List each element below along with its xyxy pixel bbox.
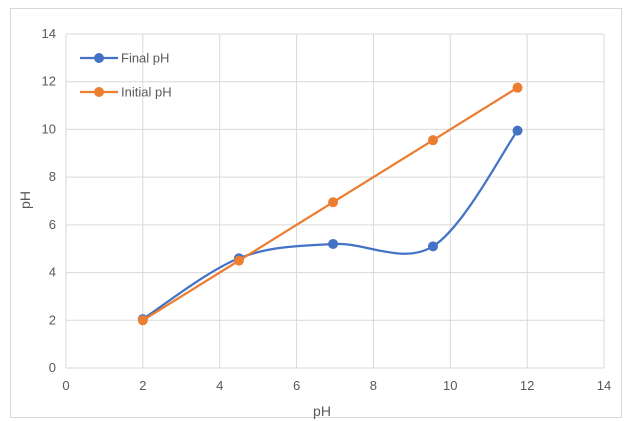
data-point-final-ph — [328, 238, 339, 249]
y-axis-title: pH — [17, 191, 33, 209]
x-tick-label: 6 — [293, 378, 300, 393]
series-layer — [137, 82, 523, 326]
x-axis-title: pH — [313, 403, 331, 419]
legend: Final pH Initial pH — [80, 51, 172, 100]
x-tick-label: 14 — [597, 378, 611, 393]
x-tick-label: 0 — [62, 378, 69, 393]
y-tick-label: 4 — [49, 265, 56, 280]
gridlines — [65, 33, 605, 369]
data-point-initial-ph — [137, 315, 148, 326]
y-tick-label: 8 — [49, 169, 56, 184]
y-tick-label: 14 — [42, 26, 56, 41]
x-tick-label: 8 — [370, 378, 377, 393]
x-tick-label: 10 — [443, 378, 457, 393]
data-point-final-ph — [427, 241, 438, 252]
x-tick-label: 12 — [520, 378, 534, 393]
x-tick-label: 2 — [139, 378, 146, 393]
y-tick-label: 0 — [49, 360, 56, 375]
y-tick-label: 2 — [49, 312, 56, 327]
data-point-initial-ph — [233, 255, 244, 266]
legend-label-final-ph: Final pH — [121, 51, 169, 66]
legend-marker-initial-ph — [94, 87, 104, 97]
data-point-initial-ph — [427, 135, 438, 146]
data-point-initial-ph — [328, 197, 339, 208]
data-point-initial-ph — [512, 82, 523, 93]
y-tick-label: 6 — [49, 217, 56, 232]
data-point-final-ph — [512, 125, 523, 136]
y-tick-label: 12 — [42, 74, 56, 89]
y-tick-label: 10 — [42, 121, 56, 136]
axes: 0 2 4 6 8 10 12 14 0 2 4 6 8 10 12 14 — [42, 26, 612, 393]
legend-label-initial-ph: Initial pH — [121, 85, 172, 100]
x-tick-label: 4 — [216, 378, 223, 393]
legend-marker-final-ph — [94, 53, 104, 63]
